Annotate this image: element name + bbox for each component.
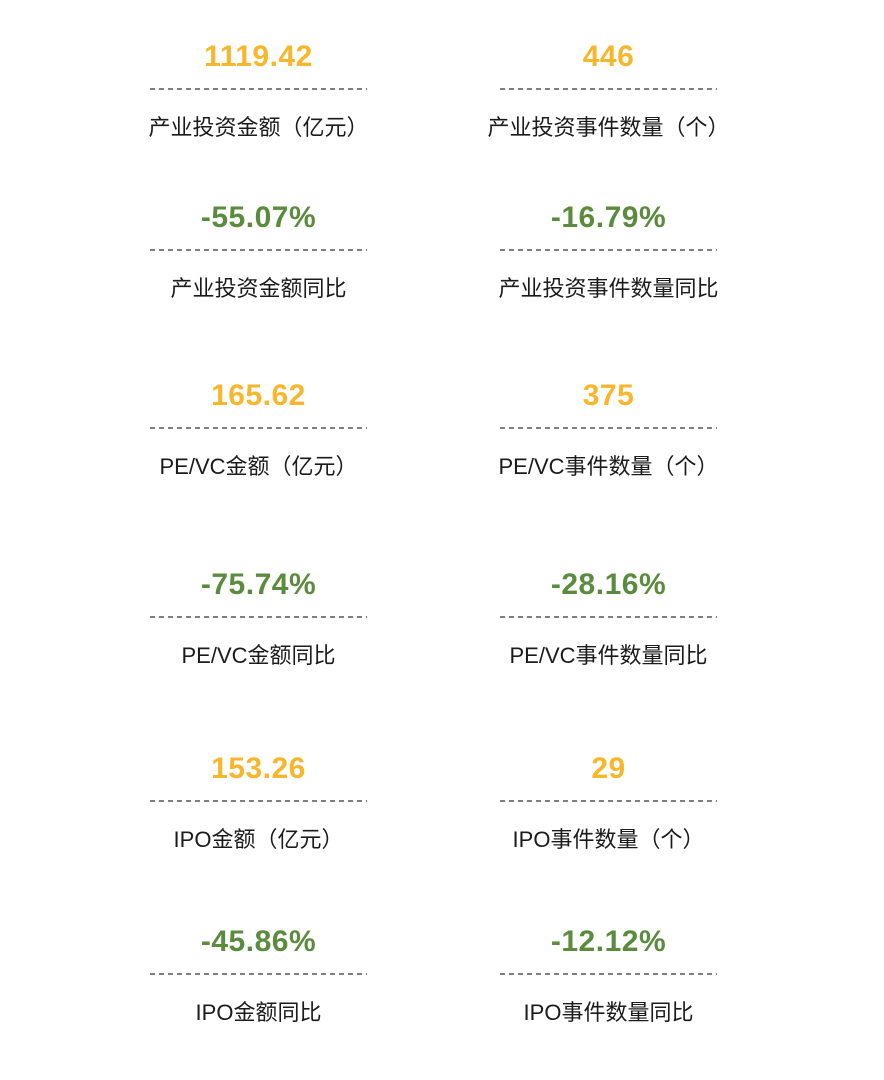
stat-value: 153.26 — [211, 752, 306, 785]
stat-value: -55.07% — [200, 201, 317, 234]
stat-label: 产业投资金额同比 — [170, 276, 347, 301]
dashed-divider — [500, 616, 717, 618]
stat-value: -12.12% — [550, 925, 667, 958]
stat-card-industry-investment-amount: 1119.42 产业投资金额（亿元） — [148, 40, 369, 201]
dashed-divider — [150, 616, 367, 618]
stat-card-industry-investment-amount-yoy: -55.07% 产业投资金额同比 — [150, 201, 367, 379]
stat-value: 446 — [582, 40, 635, 73]
stat-card-industry-investment-events: 446 产业投资事件数量（个） — [488, 40, 730, 201]
stat-label: 产业投资事件数量同比 — [498, 276, 719, 301]
stat-value: 375 — [582, 379, 635, 412]
stat-card-ipo-events-yoy: -12.12% IPO事件数量同比 — [500, 925, 717, 1080]
stat-value: -45.86% — [200, 925, 317, 958]
stat-label: 产业投资金额（亿元） — [148, 115, 369, 140]
stat-label: IPO事件数量（个） — [512, 827, 705, 852]
stat-value: 29 — [591, 752, 626, 785]
stat-value: -75.74% — [200, 568, 317, 601]
dashed-divider — [150, 973, 367, 975]
stat-card-pevc-amount-yoy: -75.74% PE/VC金额同比 — [150, 568, 367, 752]
dashed-divider — [150, 427, 367, 429]
dashed-divider — [500, 88, 717, 90]
stat-label: PE/VC金额同比 — [181, 643, 336, 668]
stat-value: 1119.42 — [204, 40, 313, 73]
stat-label: PE/VC事件数量（个） — [498, 454, 719, 479]
stat-card-ipo-amount: 153.26 IPO金额（亿元） — [150, 752, 367, 925]
dashed-divider — [150, 249, 367, 251]
stat-value: -16.79% — [550, 201, 667, 234]
dashed-divider — [500, 427, 717, 429]
stat-label: IPO事件数量同比 — [523, 1000, 694, 1025]
stat-card-ipo-amount-yoy: -45.86% IPO金额同比 — [150, 925, 367, 1080]
stat-label: PE/VC事件数量同比 — [509, 643, 708, 668]
stat-card-pevc-events: 375 PE/VC事件数量（个） — [498, 379, 719, 568]
stat-value: 165.62 — [211, 379, 306, 412]
stat-label: IPO金额同比 — [195, 1000, 322, 1025]
dashed-divider — [150, 800, 367, 802]
stat-label: IPO金额（亿元） — [173, 827, 344, 852]
stat-label: PE/VC金额（亿元） — [159, 454, 358, 479]
stat-value: -28.16% — [550, 568, 667, 601]
stat-card-pevc-events-yoy: -28.16% PE/VC事件数量同比 — [500, 568, 717, 752]
dashed-divider — [500, 249, 717, 251]
dashed-divider — [150, 88, 367, 90]
stat-card-industry-investment-events-yoy: -16.79% 产业投资事件数量同比 — [498, 201, 719, 379]
dashed-divider — [500, 973, 717, 975]
dashed-divider — [500, 800, 717, 802]
stat-card-ipo-events: 29 IPO事件数量（个） — [500, 752, 717, 925]
stat-card-pevc-amount: 165.62 PE/VC金额（亿元） — [150, 379, 367, 568]
stat-label: 产业投资事件数量（个） — [487, 115, 730, 140]
